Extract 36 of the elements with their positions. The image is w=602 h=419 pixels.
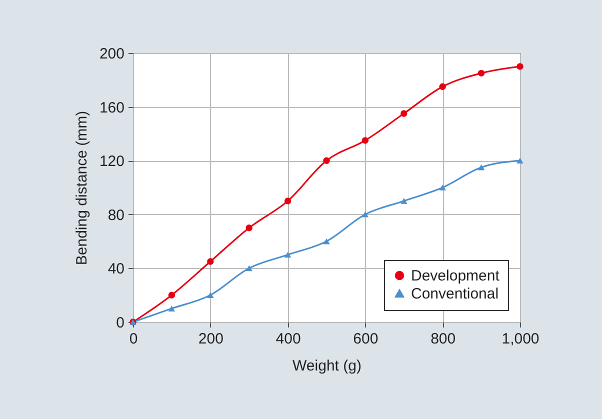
point xyxy=(284,252,292,258)
point xyxy=(400,110,408,117)
y-tick-label: 120 xyxy=(99,153,124,170)
point xyxy=(207,258,214,265)
point xyxy=(246,224,252,232)
point xyxy=(439,184,446,190)
point xyxy=(516,63,524,70)
x-tick-label: 200 xyxy=(198,330,224,348)
y-tick-label: 200 xyxy=(99,46,124,62)
point xyxy=(323,238,330,244)
x-tick-label: 600 xyxy=(353,330,378,348)
point xyxy=(323,157,330,164)
point xyxy=(284,198,292,204)
point xyxy=(478,70,485,77)
point xyxy=(207,292,214,298)
point xyxy=(478,164,485,170)
x-tick-label: 0 xyxy=(129,330,138,348)
y-tick-label: 0 xyxy=(116,314,124,332)
point xyxy=(362,137,369,144)
y-tick-label: 80 xyxy=(108,206,124,224)
x-axis-title: Weight (g) xyxy=(292,358,362,374)
point xyxy=(439,83,446,90)
y-axis-title: Bending distance (mm) xyxy=(73,110,90,266)
x-tick-label: 800 xyxy=(430,330,456,348)
point xyxy=(246,265,252,272)
legend-label: Conventional xyxy=(411,286,499,302)
legend-label: Development xyxy=(411,268,500,284)
y-tick-label: 40 xyxy=(108,260,124,278)
x-tick-label: 1,000 xyxy=(502,330,540,348)
point xyxy=(400,198,408,204)
y-tick-label: 160 xyxy=(99,99,124,116)
point xyxy=(362,211,369,218)
point xyxy=(516,158,524,164)
x-tick-label: 400 xyxy=(276,330,301,348)
point xyxy=(168,306,176,312)
point xyxy=(168,292,176,298)
